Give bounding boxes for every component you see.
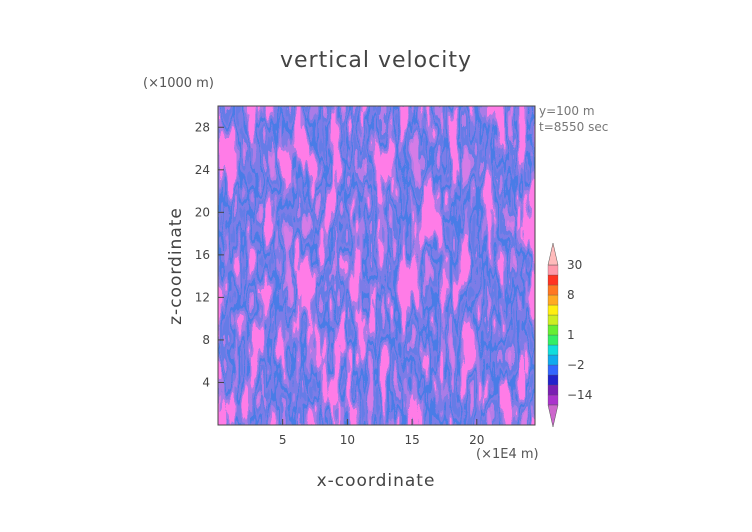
colorbar-upper-extension — [547, 242, 559, 266]
y-tick-label: 20 — [195, 205, 210, 219]
colorbar-segment — [547, 384, 559, 396]
x-tick-label: 5 — [279, 433, 287, 447]
y-tick-label: 16 — [195, 248, 210, 262]
y-tick-label: 4 — [202, 375, 210, 389]
heatmap-field — [218, 106, 535, 425]
colorbar-segment — [547, 364, 559, 376]
x-tick-label: 10 — [340, 433, 355, 447]
colorbar: 30 8 1 −2 −14 — [547, 242, 592, 428]
colorbar-segment — [547, 344, 559, 356]
y-tick-label: 8 — [202, 333, 210, 347]
x-axis-unit: (×1E4 m) — [476, 447, 539, 462]
colorbar-segment — [547, 374, 559, 386]
heatmap-plot-area — [217, 105, 536, 426]
colorbar-segment — [547, 324, 559, 336]
colorbar-segment — [547, 294, 559, 306]
y-axis-label: z-coordinate — [166, 207, 186, 325]
colorbar-tick-label: 30 — [567, 258, 582, 272]
colorbar-segment — [547, 314, 559, 326]
x-axis: 5 10 15 20 — [279, 419, 484, 447]
colorbar-segment — [547, 274, 559, 286]
y-tick-label: 24 — [195, 163, 210, 177]
colorbar-tick-label: 8 — [567, 288, 575, 302]
y-axis-unit: (×1000 m) — [143, 76, 214, 91]
x-tick-label: 15 — [404, 433, 419, 447]
plot-frame — [217, 105, 536, 426]
y-tick-label: 28 — [195, 120, 210, 134]
annotation-y-position: y=100 m — [539, 104, 595, 118]
colorbar-segment — [547, 394, 559, 406]
colorbar-segment — [547, 304, 559, 316]
colorbar-tick-label: 1 — [567, 328, 575, 342]
colorbar-segment — [547, 354, 559, 366]
colorbar-segment — [547, 264, 559, 276]
x-axis-label: x-coordinate — [316, 471, 436, 491]
annotation-time: t=8550 sec — [539, 120, 609, 134]
colorbar-segment — [547, 334, 559, 346]
colorbar-segment — [547, 284, 559, 296]
chart-title: vertical velocity — [279, 48, 472, 73]
colorbar-lower-extension — [547, 404, 559, 428]
x-tick-label: 20 — [469, 433, 484, 447]
colorbar-tick-label: −14 — [567, 388, 592, 402]
colorbar-tick-label: −2 — [567, 358, 585, 372]
y-axis: 4 8 12 16 20 24 28 — [195, 120, 224, 389]
y-tick-label: 12 — [195, 290, 210, 304]
